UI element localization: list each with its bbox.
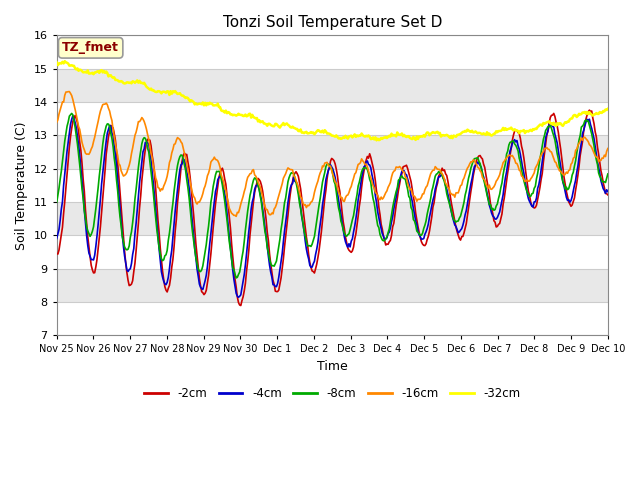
-4cm xyxy=(390,206,397,212)
Bar xyxy=(57,36,608,69)
-4cm xyxy=(556,156,563,162)
-2cm xyxy=(554,130,562,135)
-4cm xyxy=(287,182,295,188)
-16cm xyxy=(556,168,563,174)
-32cm xyxy=(287,124,294,130)
-2cm xyxy=(389,224,397,230)
Title: Tonzi Soil Temperature Set D: Tonzi Soil Temperature Set D xyxy=(223,15,442,30)
-4cm xyxy=(235,294,243,300)
-2cm xyxy=(53,251,61,256)
-4cm xyxy=(53,236,61,241)
-16cm xyxy=(460,175,468,181)
-32cm xyxy=(390,132,397,138)
-2cm xyxy=(237,303,244,309)
Bar xyxy=(57,168,608,202)
-32cm xyxy=(460,129,468,135)
-2cm xyxy=(586,107,593,113)
-2cm xyxy=(459,234,467,240)
Bar xyxy=(57,202,608,235)
-8cm xyxy=(556,165,563,170)
Line: -32cm: -32cm xyxy=(57,61,608,140)
-2cm xyxy=(224,203,232,208)
-8cm xyxy=(287,170,295,176)
-8cm xyxy=(68,110,76,116)
-16cm xyxy=(287,167,295,172)
-8cm xyxy=(604,171,612,177)
-32cm xyxy=(362,133,370,139)
Line: -4cm: -4cm xyxy=(57,116,608,297)
-16cm xyxy=(390,168,397,174)
Legend: -2cm, -4cm, -8cm, -16cm, -32cm: -2cm, -4cm, -8cm, -16cm, -32cm xyxy=(140,382,525,404)
-32cm xyxy=(604,106,612,112)
-4cm xyxy=(69,113,77,119)
Line: -16cm: -16cm xyxy=(57,92,608,216)
-2cm xyxy=(287,192,294,197)
Bar xyxy=(57,69,608,102)
-8cm xyxy=(460,199,468,205)
Bar xyxy=(57,102,608,135)
Line: -8cm: -8cm xyxy=(57,113,608,278)
-8cm xyxy=(53,199,61,205)
-32cm xyxy=(556,120,563,126)
Y-axis label: Soil Temperature (C): Soil Temperature (C) xyxy=(15,121,28,250)
-32cm xyxy=(61,58,68,64)
-16cm xyxy=(364,164,371,170)
-16cm xyxy=(604,145,612,151)
-4cm xyxy=(225,234,233,240)
-16cm xyxy=(65,89,73,95)
Bar xyxy=(57,302,608,336)
Bar xyxy=(57,135,608,168)
-4cm xyxy=(460,218,468,224)
-16cm xyxy=(225,205,233,211)
-8cm xyxy=(390,199,397,204)
-16cm xyxy=(232,214,240,219)
-4cm xyxy=(364,158,371,164)
-16cm xyxy=(53,120,61,125)
-8cm xyxy=(364,167,371,172)
Line: -2cm: -2cm xyxy=(57,110,608,306)
-8cm xyxy=(225,239,233,244)
-32cm xyxy=(53,60,61,65)
-32cm xyxy=(225,109,233,115)
Bar xyxy=(57,235,608,269)
-32cm xyxy=(372,137,380,143)
-2cm xyxy=(362,157,370,163)
Text: TZ_fmet: TZ_fmet xyxy=(62,41,119,54)
-4cm xyxy=(604,189,612,194)
-2cm xyxy=(604,192,612,198)
X-axis label: Time: Time xyxy=(317,360,348,373)
-8cm xyxy=(232,275,240,281)
Bar xyxy=(57,269,608,302)
